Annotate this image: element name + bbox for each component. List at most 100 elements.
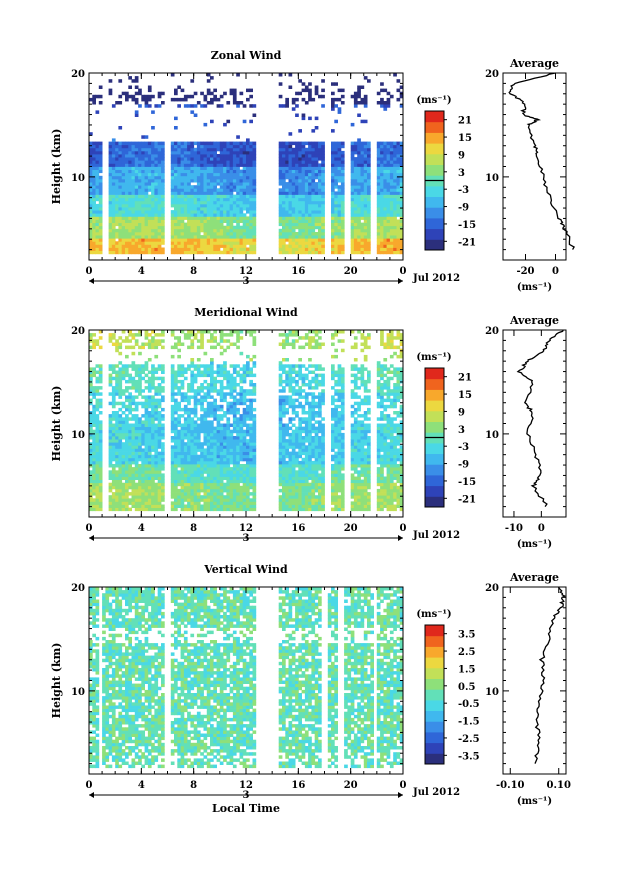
- heatmap-cell: [295, 238, 299, 242]
- heatmap-cell: [334, 169, 338, 174]
- heatmap-cell: [118, 492, 123, 496]
- heatmap-cell: [357, 166, 361, 170]
- heatmap-cell: [196, 207, 201, 211]
- heatmap-cell: [223, 91, 227, 96]
- heatmap-cell: [134, 166, 139, 170]
- heatmap-cell: [125, 232, 129, 236]
- heatmap-cell: [200, 333, 204, 337]
- heatmap-cell: [285, 141, 289, 146]
- heatmap-cell: [118, 504, 123, 508]
- heatmap-cell: [144, 404, 149, 409]
- heatmap-cell: [314, 241, 319, 245]
- heatmap-cell: [177, 188, 181, 192]
- heatmap-cell: [367, 141, 371, 146]
- heatmap-cell: [288, 244, 293, 248]
- heatmap-cell: [131, 182, 136, 186]
- heatmap-cell: [393, 250, 397, 255]
- heatmap-cell: [389, 144, 394, 149]
- heatmap-cell: [223, 467, 227, 471]
- colorbar-tick-label: 21: [458, 116, 472, 127]
- heatmap-cell: [170, 241, 175, 245]
- heatmap-cell: [141, 448, 145, 452]
- heatmap-cell: [206, 504, 211, 508]
- heatmap-cell: [295, 213, 299, 217]
- heatmap-cell: [183, 141, 188, 146]
- heatmap-cell: [177, 185, 181, 189]
- heatmap-cell: [134, 175, 139, 180]
- heatmap-cell: [187, 398, 191, 403]
- y-axis-label: Height (km): [50, 129, 63, 205]
- heatmap-cell: [141, 439, 145, 443]
- heatmap-cell: [203, 436, 208, 440]
- heatmap-cell: [177, 436, 181, 440]
- heatmap-cell: [174, 175, 178, 180]
- heatmap-cell: [138, 345, 142, 350]
- heatmap-cell: [200, 336, 204, 340]
- heatmap-cell: [151, 367, 155, 371]
- heatmap-cell: [213, 376, 217, 381]
- heatmap-cell: [187, 200, 191, 205]
- heatmap-cell: [144, 495, 149, 499]
- heatmap-cell: [383, 219, 388, 223]
- heatmap-cell: [219, 163, 224, 167]
- heatmap-cell: [219, 144, 224, 149]
- heatmap-cell: [121, 147, 126, 152]
- heatmap-cell: [151, 488, 155, 493]
- heatmap-cell: [337, 194, 342, 199]
- heatmap-cell: [304, 197, 309, 202]
- heatmap-cell: [161, 172, 165, 177]
- heatmap-cell: [216, 464, 221, 468]
- heatmap-cell: [226, 200, 231, 205]
- heatmap-cell: [115, 414, 119, 418]
- heatmap-cell: [298, 91, 302, 96]
- heatmap-cell: [219, 182, 224, 186]
- heatmap-cell: [367, 79, 371, 83]
- heatmap-cell: [246, 228, 250, 233]
- heatmap-cell: [353, 150, 358, 155]
- heatmap-cell: [121, 207, 126, 211]
- heatmap-cell: [340, 210, 345, 214]
- heatmap-cell: [131, 485, 136, 490]
- heatmap-cell: [134, 182, 139, 186]
- heatmap-cell: [193, 373, 198, 378]
- heatmap-cell: [291, 141, 296, 146]
- heatmap-cell: [151, 501, 155, 505]
- heatmap-cell: [226, 470, 231, 474]
- heatmap-cell: [174, 492, 178, 496]
- heatmap-cell: [216, 169, 221, 174]
- heatmap-cell: [134, 172, 139, 177]
- heatmap-cell: [190, 454, 195, 459]
- heatmap-cell: [363, 222, 368, 227]
- heatmap-cell: [144, 432, 149, 437]
- heatmap-cell: [89, 429, 93, 434]
- heatmap-cell: [151, 457, 155, 462]
- heatmap-cell: [138, 442, 142, 446]
- heatmap-cell: [223, 426, 227, 431]
- heatmap-cell: [170, 354, 175, 359]
- heatmap-cell: [301, 222, 306, 227]
- heatmap-cell: [213, 429, 217, 434]
- heatmap-cell: [89, 451, 93, 456]
- heatmap-cell: [151, 479, 155, 484]
- heatmap-cell: [161, 213, 165, 217]
- heatmap-cell: [210, 179, 214, 183]
- heatmap-cell: [223, 185, 227, 189]
- heatmap-cell: [147, 404, 152, 409]
- heatmap-cell: [92, 247, 96, 251]
- heatmap-cell: [121, 182, 126, 186]
- heatmap-cell: [232, 154, 237, 158]
- heatmap-cell: [138, 376, 142, 381]
- heatmap-cell: [232, 207, 237, 211]
- heatmap-cell: [232, 213, 237, 217]
- heatmap-cell: [236, 191, 240, 195]
- heatmap-cell: [196, 423, 201, 427]
- heatmap-cell: [278, 241, 283, 245]
- heatmap-cell: [138, 213, 142, 217]
- heatmap-cell: [282, 104, 286, 108]
- heatmap-cell: [138, 219, 142, 223]
- heatmap-cell: [321, 250, 325, 255]
- heatmap-cell: [177, 250, 181, 255]
- heatmap-cell: [134, 101, 139, 105]
- heatmap-cell: [157, 238, 162, 242]
- heatmap-cell: [95, 439, 100, 443]
